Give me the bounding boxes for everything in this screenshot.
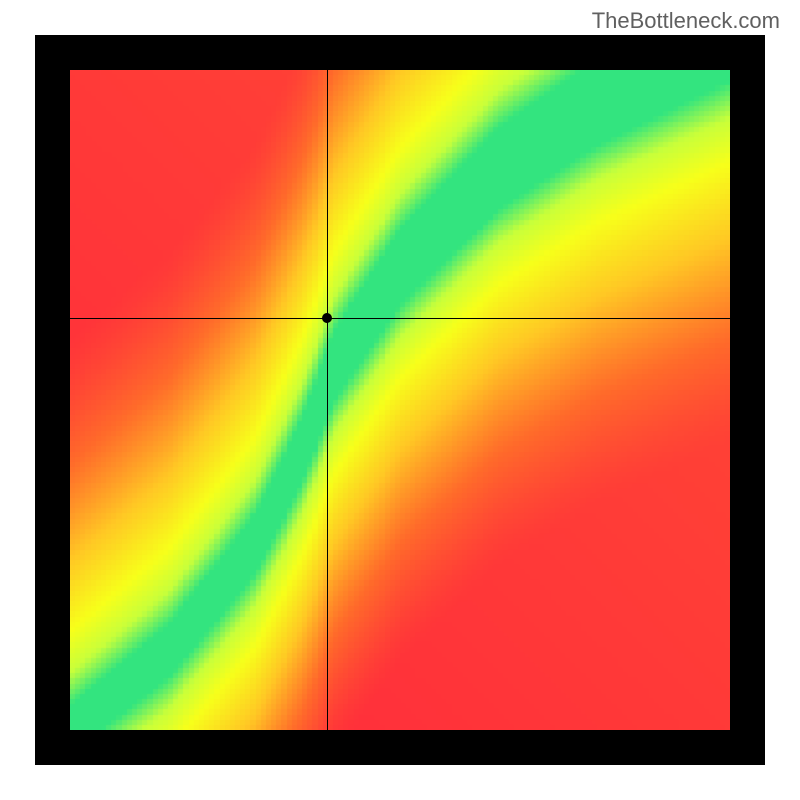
crosshair-vertical <box>327 70 328 730</box>
plot-frame <box>35 35 765 765</box>
chart-container: TheBottleneck.com <box>0 0 800 800</box>
crosshair-horizontal <box>70 318 730 319</box>
watermark-text: TheBottleneck.com <box>592 8 780 34</box>
crosshair-marker <box>322 313 332 323</box>
bottleneck-heatmap <box>70 70 730 730</box>
